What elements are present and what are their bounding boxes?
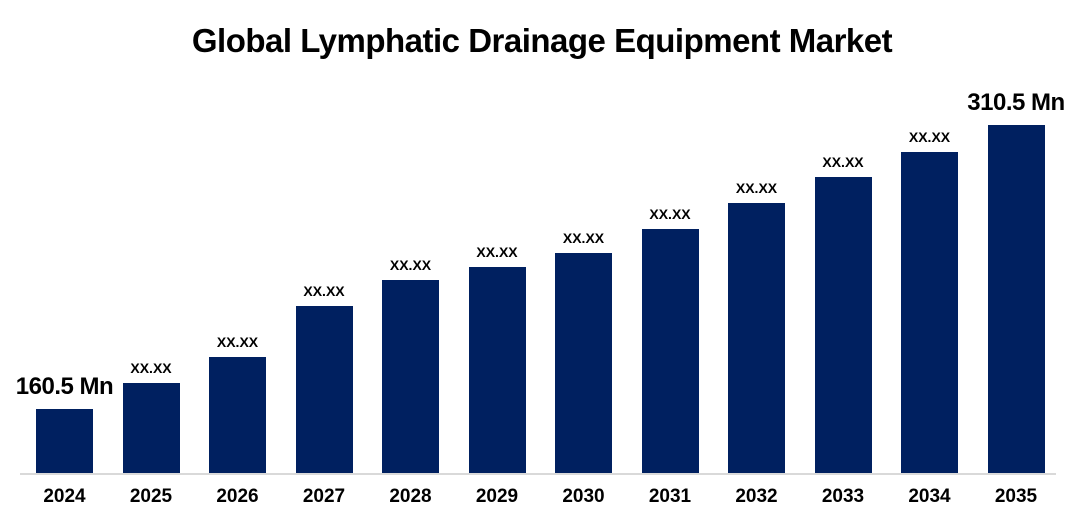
bar-value-label-2030: XX.XX (562, 230, 605, 246)
bar-2032 (728, 203, 785, 473)
x-tick-label-2034: 2034 (908, 486, 951, 507)
bar-value-label-2035: 310.5 Mn (967, 89, 1065, 116)
x-tick-label-2025: 2025 (129, 486, 173, 507)
bar-value-label-2024: 160.5 Mn (15, 373, 114, 400)
bar-2034 (901, 152, 958, 473)
x-axis-line (20, 473, 1056, 475)
bar-value-label-2033: XX.XX (822, 154, 864, 170)
x-tick-label-2029: 2029 (475, 486, 519, 507)
x-tick-label-2031: 2031 (648, 486, 692, 507)
bar-2028 (382, 280, 439, 473)
bar-value-label-2025: XX.XX (130, 360, 172, 376)
bar-2027 (295, 306, 353, 473)
chart-title: Global Lymphatic Drainage Equipment Mark… (191, 22, 893, 59)
x-tick-label-2032: 2032 (735, 486, 778, 507)
bar-2031 (641, 229, 699, 473)
bar-2030 (555, 253, 612, 473)
x-tick-label-2030: 2030 (562, 486, 605, 507)
x-tick-label-2035: 2035 (994, 486, 1038, 507)
bar-2025 (122, 383, 180, 473)
bar-2024 (36, 409, 93, 473)
bar-2026 (209, 357, 266, 473)
bar-2033 (814, 177, 872, 473)
bar-value-label-2032: XX.XX (735, 180, 778, 196)
bar-value-label-2034: XX.XX (908, 129, 951, 145)
x-tick-label-2024: 2024 (43, 486, 86, 507)
bar-value-label-2028: XX.XX (389, 257, 432, 273)
x-tick-label-2026: 2026 (216, 486, 259, 507)
bar-2029 (468, 267, 526, 473)
bar-value-label-2031: XX.XX (649, 206, 691, 222)
bar-value-label-2029: XX.XX (476, 244, 518, 260)
bar-2035 (987, 125, 1045, 473)
bar-value-label-2026: XX.XX (216, 334, 259, 350)
x-tick-label-2028: 2028 (389, 486, 432, 507)
x-tick-label-2027: 2027 (302, 486, 346, 507)
x-tick-label-2033: 2033 (821, 486, 865, 507)
bar-value-label-2027: XX.XX (303, 283, 345, 299)
